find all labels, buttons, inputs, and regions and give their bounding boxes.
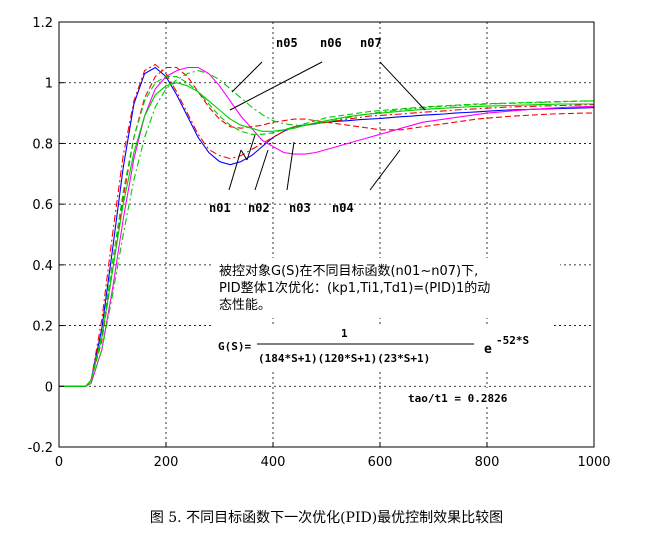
curve-labels: n05 n06 n07 n01 n02 n03 n04 bbox=[209, 36, 426, 215]
formula-bg bbox=[214, 325, 554, 370]
label-n04: n04 bbox=[332, 201, 354, 215]
figure-caption: 图 5. 不同目标函数下一次优化(PID)最优控制效果比较图 bbox=[149, 510, 504, 526]
x-tick-label: 200 bbox=[154, 455, 179, 470]
label-n02: n02 bbox=[248, 201, 270, 215]
label-n06: n06 bbox=[320, 36, 342, 50]
formula-exponent: -52*S bbox=[496, 334, 529, 347]
series-line-n06 bbox=[59, 82, 594, 387]
y-tick-label: -0.2 bbox=[28, 441, 53, 456]
label-n01: n01 bbox=[209, 201, 231, 215]
y-tick-label: 1.2 bbox=[32, 16, 53, 31]
plot-background bbox=[59, 22, 594, 447]
chart-figure: 0 200 400 600 800 1000-0.200.20.40.60.811.2 n… bbox=[28, 16, 611, 470]
x-tick-label: 800 bbox=[475, 455, 500, 470]
gs-label: G(S)= bbox=[218, 340, 251, 353]
series-line-n03 bbox=[59, 66, 595, 387]
series-line-n07 bbox=[59, 70, 595, 387]
x-tick-label: 0 bbox=[55, 455, 63, 470]
label-n05: n05 bbox=[276, 36, 298, 50]
y-tick-label: 1 bbox=[45, 77, 53, 92]
x-tick-label: 1000 bbox=[577, 455, 610, 470]
y-tick-label: 0.6 bbox=[32, 198, 53, 213]
plot-frame bbox=[58, 21, 595, 448]
formula-denominator: (184*S+1)(120*S+1)(23*S+1) bbox=[258, 352, 430, 365]
formula-numerator: 1 bbox=[341, 327, 348, 340]
series-line-n05 bbox=[59, 76, 594, 387]
label-n07: n07 bbox=[360, 36, 382, 50]
annotation-bg bbox=[214, 258, 560, 318]
x-tick-label: 400 bbox=[261, 455, 286, 470]
y-tick-label: 0.4 bbox=[32, 259, 53, 274]
tao-ratio: tao/t1 = 0.2826 bbox=[408, 392, 508, 405]
series-line-n04 bbox=[59, 66, 594, 387]
annotation-block: 被控对象G(S)在不同目标函数(n01~n07)下, PID整体1次优化：(kp… bbox=[214, 258, 560, 406]
x-tick-label: 600 bbox=[368, 455, 393, 470]
formula-exp-base: e bbox=[484, 342, 492, 357]
annotation-line3: 态性能。 bbox=[219, 298, 271, 313]
y-tick-label: 0.8 bbox=[32, 137, 53, 152]
annotation-line1: 被控对象G(S)在不同目标函数(n01~n07)下, bbox=[219, 264, 478, 279]
y-tick-label: 0.2 bbox=[32, 320, 53, 335]
y-tick-label: 0 bbox=[45, 380, 53, 395]
tick-labels: 0 200 400 600 800 1000-0.200.20.40.60.811.2 bbox=[28, 16, 611, 470]
tao-bg bbox=[403, 388, 533, 406]
curves bbox=[59, 63, 595, 387]
label-n03: n03 bbox=[289, 201, 311, 215]
annotation-line2: PID整体1次优化：(kp1,Ti1,Td1)=(PID)1的动 bbox=[219, 280, 490, 296]
